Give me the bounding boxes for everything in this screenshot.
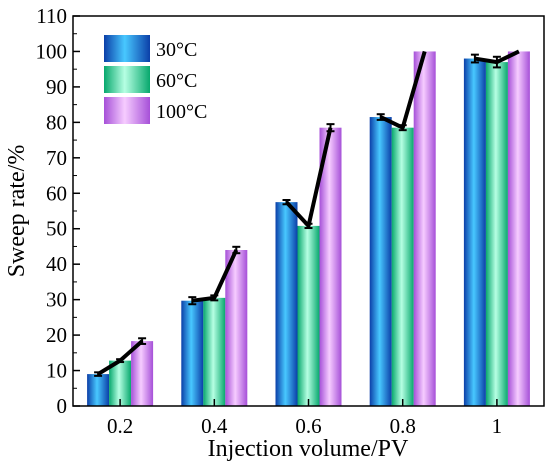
x-tick-label: 0.4 (201, 414, 228, 438)
x-tick-label: 0.2 (107, 414, 133, 438)
error-bar-100c-0_2 (138, 337, 147, 345)
error-bar-30c-0_4 (188, 296, 197, 306)
y-tick-label: 30 (46, 288, 67, 312)
bar-100c-0_4 (225, 250, 248, 406)
y-tick-label: 10 (46, 359, 67, 383)
y-tick-label: 70 (46, 146, 67, 170)
y-tick-label: 50 (46, 217, 67, 241)
y-tick-label: 90 (46, 75, 67, 99)
error-bar-30c-0_2 (94, 371, 103, 377)
bar-30c-0_6 (275, 202, 298, 406)
y-tick-label: 100 (36, 39, 68, 63)
error-bar-30c-0_8 (376, 113, 385, 121)
y-tick-label: 40 (46, 252, 67, 276)
error-bar-30c-0_6 (282, 199, 291, 206)
bar-60c-0_8 (391, 127, 414, 406)
trend-layer (94, 49, 520, 377)
legend-label-60c: 60°C (156, 70, 197, 92)
bar-100c-1 (507, 51, 530, 407)
bar-30c-0_2 (87, 374, 110, 406)
error-bar-60c-1 (492, 55, 501, 69)
error-bar-60c-0_4 (210, 294, 219, 302)
y-tick-label: 0 (57, 394, 68, 418)
error-bar-100c-0_4 (232, 245, 241, 255)
error-bar-60c-0_2 (116, 358, 125, 364)
bar-30c-1 (463, 58, 486, 406)
error-bar-60c-0_6 (304, 222, 313, 230)
bar-100c-0_8 (413, 51, 436, 407)
bar-60c-0_6 (297, 225, 320, 406)
legend-swatch-100c (104, 97, 150, 124)
bars-layer (87, 51, 530, 407)
legend-label-30c: 30°C (156, 39, 197, 61)
legend: 30°C 60°C 100°C (104, 35, 207, 124)
y-tick-label: 20 (46, 323, 67, 347)
bar-100c-0_2 (131, 341, 154, 406)
error-bar-30c-1 (470, 53, 479, 64)
y-tick-label: 80 (46, 110, 67, 134)
x-tick-label: 0.6 (295, 414, 321, 438)
legend-swatch-30c (104, 35, 150, 62)
bar-60c-0_4 (203, 297, 226, 406)
error-bar-60c-0_8 (398, 124, 407, 132)
x-axis-title: Injection volume/PV (208, 436, 409, 462)
y-tick-label: 60 (46, 181, 67, 205)
legend-swatch-60c (104, 66, 150, 93)
bar-30c-0_8 (369, 117, 392, 406)
y-tick-label: 110 (36, 4, 67, 28)
bar-60c-1 (485, 62, 508, 406)
y-axis-title: Sweep rate/% (4, 145, 30, 278)
x-tick-label: 0.8 (390, 414, 416, 438)
x-tick-label: 1 (492, 414, 503, 438)
bar-30c-0_4 (181, 300, 204, 406)
error-bar-100c-0_6 (326, 123, 335, 133)
x-axis: 0.2 0.4 0.6 0.8 1 (107, 399, 502, 438)
y-axis: 0 10 20 30 40 50 60 70 80 90 100 110 (36, 4, 80, 418)
bar-60c-0_2 (109, 360, 132, 406)
legend-label-100c: 100°C (156, 101, 207, 123)
bar-100c-0_6 (319, 127, 342, 406)
